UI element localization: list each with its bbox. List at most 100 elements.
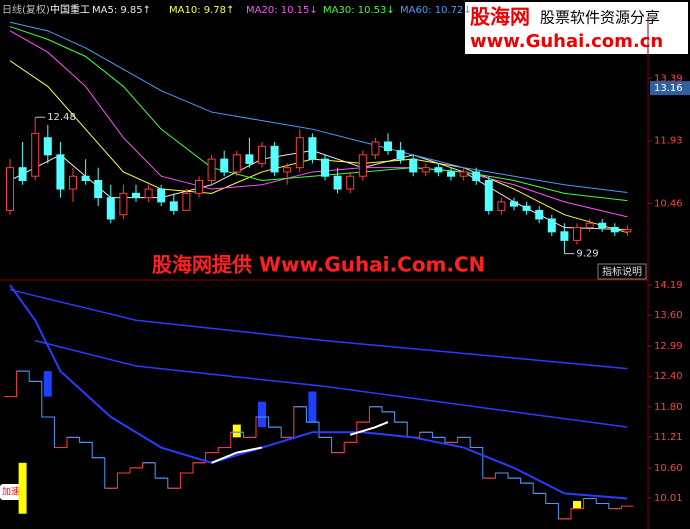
candle-body [421, 167, 430, 173]
highlight-bar [43, 371, 52, 397]
candle-body [610, 227, 619, 233]
candle-body [182, 192, 191, 211]
last-price-box [650, 81, 690, 96]
highlight-bar [232, 424, 241, 438]
candle-body [522, 205, 531, 211]
step-segment [545, 503, 571, 520]
step-segment [67, 436, 92, 443]
candle-body [308, 137, 317, 160]
candle-body [321, 158, 329, 177]
step-segment [79, 441, 105, 459]
y-tick-label: 11.80 [654, 402, 683, 413]
candle-body [573, 227, 581, 241]
candle-body [270, 145, 279, 173]
legend-entry: MA60: 10.72↓ [400, 5, 472, 16]
legend-entry: MA5: 9.85↑ [92, 5, 151, 16]
candle-body [585, 222, 594, 229]
step-segment [533, 492, 558, 505]
step-segment [445, 436, 470, 443]
y-tick-label: 10.46 [654, 199, 683, 210]
candle-body [384, 141, 392, 152]
step-segment [583, 497, 609, 505]
candle-body [510, 201, 518, 207]
step-segment [54, 436, 79, 449]
step-segment [520, 482, 546, 494]
candle-body [447, 171, 455, 177]
step-segment [558, 508, 583, 520]
step-segment [16, 370, 42, 382]
step-segment [104, 472, 130, 489]
annotation-label: 9.29 [576, 249, 598, 260]
highlight-bar [18, 462, 27, 514]
candle-body [283, 167, 292, 173]
candle-body [459, 171, 468, 177]
logo-url: www.Guhai.com.cn [470, 31, 663, 52]
tag-box [0, 484, 22, 500]
period-label: 日线(复权) [2, 3, 50, 16]
candle-body [396, 150, 405, 160]
candle-body [207, 158, 216, 182]
indicator-help-label[interactable]: 指标说明 [602, 265, 642, 278]
candle-body [258, 145, 266, 164]
annotation-label: 12.48 [47, 112, 76, 123]
line-series [35, 339, 628, 428]
y-tick-label: 10.01 [654, 493, 683, 504]
step-segment [117, 467, 142, 474]
logo-box [465, 2, 688, 54]
step-segment [130, 462, 155, 469]
legend-entry: MA10: 9.78↑ [169, 5, 234, 16]
highlight-bar [573, 500, 581, 509]
candle-body [497, 201, 506, 211]
step-segment [356, 406, 382, 423]
candle-body [295, 137, 304, 169]
step-segment [167, 472, 193, 489]
y-tick-label: 12.40 [654, 371, 683, 382]
candle-body [157, 188, 166, 203]
line-series [9, 21, 628, 193]
candle-body [119, 192, 128, 216]
legend-entry: MA30: 10.53↓ [323, 5, 395, 16]
step-segment [419, 431, 445, 438]
step-segment [281, 406, 306, 438]
line-series [9, 288, 628, 370]
candle-body [132, 192, 140, 199]
line-series [9, 284, 628, 500]
candle-body [106, 197, 115, 220]
candle-body [94, 180, 103, 199]
step-segment [180, 462, 205, 474]
candle-body [358, 154, 367, 177]
line-series [9, 150, 628, 231]
y-tick-label: 13.60 [654, 310, 683, 321]
candle-body [31, 132, 40, 177]
candle-body [56, 154, 65, 190]
candle-body [560, 231, 569, 241]
step-segment [495, 472, 520, 479]
line-series [9, 60, 628, 234]
step-segment [331, 441, 357, 454]
step-segment [41, 416, 67, 449]
line-series [211, 446, 263, 464]
y-tick-label: 13.39 [654, 73, 683, 84]
candle-body [144, 188, 153, 199]
candle-body [169, 201, 178, 211]
candle-body [333, 175, 342, 190]
tag-label: 加速 [2, 487, 20, 498]
candle-body [43, 137, 52, 156]
step-segment [205, 447, 231, 454]
candle-body [232, 154, 241, 173]
indicator-help-button[interactable] [597, 263, 647, 280]
step-segment [382, 411, 407, 423]
step-segment [306, 421, 331, 438]
candle-body [535, 209, 544, 220]
step-segment [319, 436, 344, 454]
candle-body [371, 141, 380, 156]
step-segment [457, 436, 483, 449]
candle-body [195, 180, 203, 194]
y-tick-label: 12.99 [654, 341, 683, 352]
candle-body [81, 175, 90, 181]
candle-body [547, 218, 556, 233]
step-segment [596, 503, 621, 510]
step-segment [4, 370, 29, 398]
